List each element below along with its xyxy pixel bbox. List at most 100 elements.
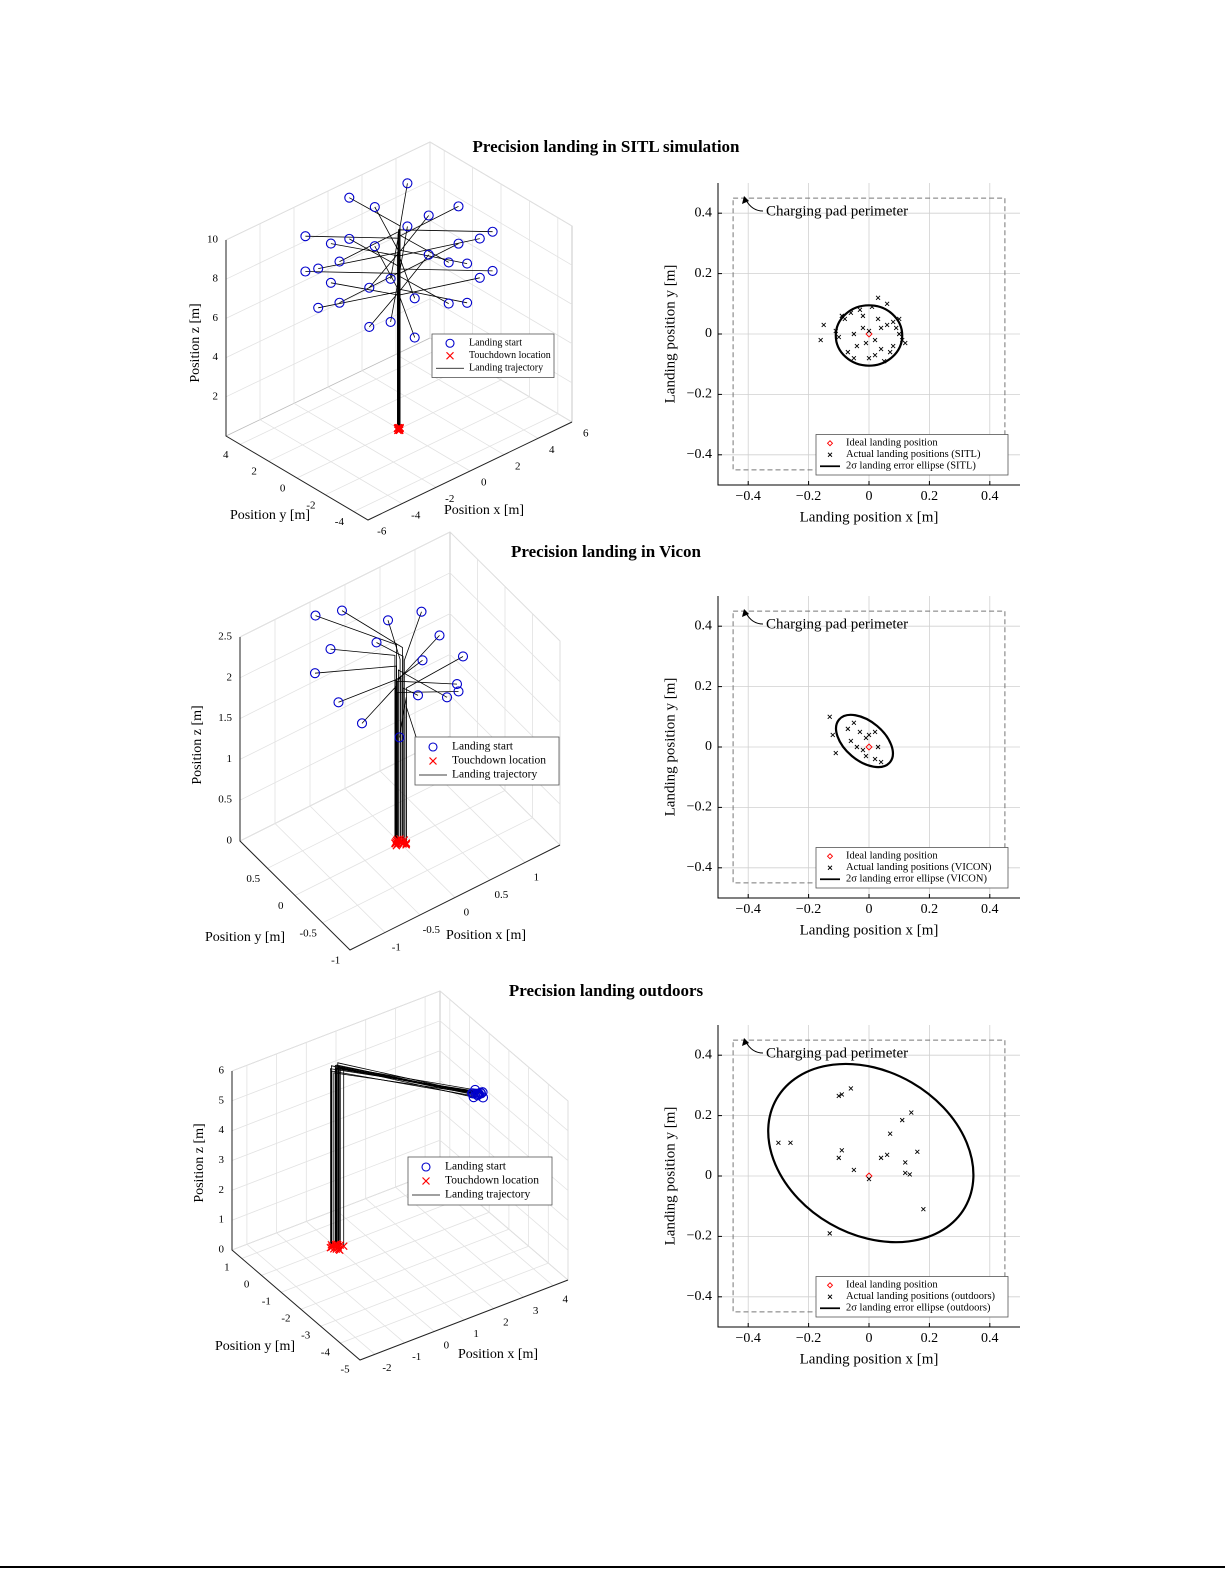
x-axis-label: Landing position x [m]	[800, 509, 939, 525]
grid-line	[239, 531, 561, 642]
legend-box	[414, 736, 560, 786]
z-tick-label: 10	[207, 234, 219, 246]
y-tick-label: -4	[335, 516, 345, 528]
y-tick-label: 0.2	[695, 679, 713, 694]
y-tick-label: -1	[262, 1296, 271, 1308]
error-ellipse	[834, 713, 894, 769]
x-axis-label: Landing position x [m]	[800, 1351, 939, 1367]
trajectory	[403, 611, 422, 840]
touchdown-marker	[395, 426, 404, 435]
grid-line	[239, 653, 561, 764]
start-marker	[416, 606, 427, 617]
start-marker	[434, 630, 445, 641]
y-tick-label: -3	[301, 1329, 311, 1341]
start-marker	[409, 332, 420, 343]
trajectory	[374, 246, 399, 431]
annotation-arrowhead	[742, 609, 749, 617]
z-tick-label: 0	[219, 1244, 225, 1256]
landing-marker	[896, 331, 902, 337]
legend-marker	[826, 853, 834, 860]
start-marker	[441, 692, 453, 703]
axis-line	[239, 637, 561, 951]
start-marker	[313, 302, 324, 313]
axis-line	[717, 596, 1020, 899]
y-tick-label: 0	[705, 326, 712, 341]
y-tick-label: −0.4	[687, 1289, 712, 1304]
start-marker	[334, 297, 345, 308]
y-axis-label: Landing position y [m]	[662, 678, 678, 817]
landing-marker	[872, 337, 878, 343]
start-marker	[371, 637, 382, 648]
trajectory	[339, 1067, 474, 1246]
landing-marker	[872, 352, 878, 358]
start-marker	[333, 697, 344, 708]
grid-line	[353, 217, 559, 512]
start-marker	[453, 686, 464, 697]
start-marker	[467, 1088, 478, 1099]
start-marker	[472, 1090, 483, 1101]
grid-line	[239, 613, 561, 723]
grid-line	[231, 990, 569, 1102]
trajectory	[397, 669, 448, 842]
y-tick-label: −0.2	[687, 1229, 712, 1244]
annotation: Charging pad perimeter	[766, 616, 908, 632]
start-marker	[300, 231, 311, 242]
z-tick-label: 5	[219, 1094, 225, 1106]
y-tick-label: −0.2	[687, 800, 712, 815]
landing-marker	[866, 1176, 872, 1182]
legend-label: Landing trajectory	[445, 1189, 531, 1201]
x-axis-label: Position x [m]	[458, 1347, 538, 1362]
touchdown-marker	[395, 424, 404, 433]
landing-marker	[836, 1155, 842, 1161]
trajectory	[336, 1064, 474, 1244]
x-tick-label: -2	[382, 1362, 391, 1374]
start-marker	[462, 297, 473, 308]
trajectory	[387, 620, 401, 839]
start-marker	[325, 238, 336, 249]
landing-marker	[821, 322, 827, 328]
x-tick-label: 6	[583, 428, 589, 440]
landing-marker	[884, 1152, 890, 1158]
z-tick-label: 0.5	[218, 794, 232, 806]
start-marker	[385, 273, 396, 284]
landing-marker	[921, 1206, 926, 1212]
landing-marker	[915, 1149, 920, 1155]
y-axis-label: Landing position y [m]	[662, 265, 678, 404]
landing-marker	[860, 325, 866, 331]
landing-marker	[866, 328, 872, 334]
legend-label: Actual landing positions (outdoors)	[846, 1291, 996, 1302]
landing-marker	[890, 343, 896, 349]
landing-marker	[884, 322, 890, 328]
trajectory	[341, 610, 403, 844]
landing-marker	[857, 729, 863, 735]
start-marker	[451, 679, 463, 690]
axis-line	[231, 1071, 569, 1361]
landing-marker	[872, 756, 878, 762]
start-marker	[385, 316, 396, 327]
grid-line	[225, 180, 573, 280]
landing-marker	[851, 1167, 857, 1173]
start-marker	[325, 644, 336, 655]
trajectory	[318, 290, 401, 429]
start-marker	[423, 210, 434, 221]
panel-title: Precision landing outdoors	[509, 981, 704, 1000]
x-tick-label: −0.4	[735, 902, 760, 917]
start-marker	[394, 732, 405, 743]
grid-line	[231, 1020, 569, 1132]
landing-marker	[860, 747, 866, 753]
grid-line	[259, 223, 403, 505]
legend-label: Landing start	[445, 1161, 507, 1173]
legend-marker	[826, 1282, 834, 1289]
trajectory	[330, 282, 399, 429]
x-axis-label: Position x [m]	[446, 928, 526, 943]
y-tick-label: 0.5	[246, 873, 260, 885]
legend-marker	[428, 742, 438, 752]
start-marker	[356, 718, 368, 729]
legend-label: Actual landing positions (SITL)	[846, 449, 981, 460]
grid-line	[225, 259, 573, 358]
grid-line	[231, 1050, 569, 1162]
z-tick-label: 2	[219, 1184, 225, 1196]
x-tick-label: 1	[534, 871, 540, 883]
grid-line	[293, 207, 437, 488]
grid-line	[429, 142, 573, 423]
